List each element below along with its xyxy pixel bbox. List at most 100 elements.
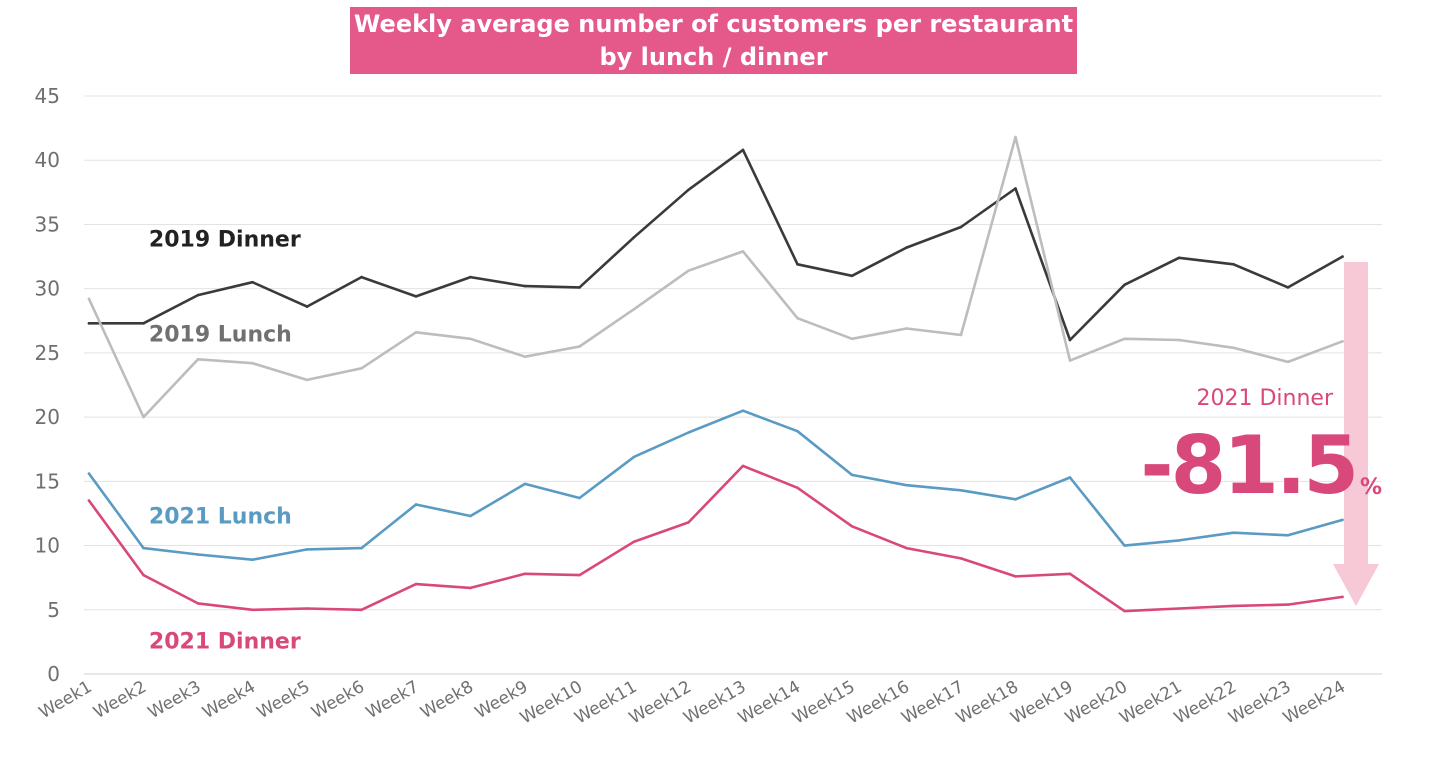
x-tick-label: Week20 [1062,677,1131,728]
data-point [142,573,145,577]
gridlines [84,95,1382,675]
data-point [687,188,690,192]
data-point [632,235,636,239]
data-point [1014,187,1017,190]
series-label: 2021 Lunch [149,505,292,530]
data-point [142,415,145,419]
series-labels: 2019 Dinner 2019 Lunch 2021 Lunch 2021 Dinn… [149,227,301,654]
y-tick-label: 5 [47,598,60,622]
data-point [632,540,636,544]
x-tick-label: Week17 [898,677,967,728]
data-point [469,275,472,279]
data-point [1177,256,1181,260]
data-point [87,472,91,475]
data-point [1286,360,1290,364]
data-point [850,274,854,278]
x-tick-label: Week16 [844,677,913,728]
data-point [850,337,854,341]
series-label: 2019 Lunch [149,322,292,347]
y-tick-label: 35 [35,212,60,236]
data-point [959,557,963,560]
data-point [578,286,581,289]
data-point [196,358,200,361]
x-tick-label: Week8 [417,677,477,723]
annotation-value: -81.5 [1140,419,1356,512]
data-point [523,355,527,359]
data-point [1123,337,1126,341]
data-point [251,558,254,561]
data-point [905,483,908,487]
x-tick-label: Week21 [1116,677,1185,728]
x-tick-label: Week14 [735,677,804,728]
data-point [1123,283,1126,287]
data-point [1286,533,1290,537]
data-point [796,486,799,490]
data-point [360,275,363,279]
series-2021-dinner [87,464,1344,613]
data-point [1286,603,1290,606]
data-point [1232,531,1235,535]
data-point [1232,262,1235,266]
x-tick-label: Week22 [1171,677,1240,728]
data-point [1014,135,1017,139]
data-point [414,295,418,298]
data-point [523,572,527,576]
annotation: 2021 Dinner -81.5% [1140,262,1382,606]
x-tick-label: Week5 [254,677,314,723]
data-point [414,331,418,334]
series-line [87,464,1344,613]
data-point [959,489,963,492]
data-point [251,280,254,284]
data-point [578,345,581,348]
data-point [1286,286,1290,289]
y-tick-label: 0 [47,662,60,686]
series-label: 2019 Dinner [149,227,301,252]
x-tick-label: Week18 [953,677,1022,728]
data-point [414,503,418,506]
annotation-unit: % [1360,475,1382,500]
data-point [196,553,200,556]
data-point [523,482,527,486]
x-tick-label: Week2 [90,677,150,723]
data-point [1341,340,1344,343]
x-tick-label: Week10 [517,677,586,728]
x-tick-label: Week7 [363,677,423,723]
data-point [251,361,254,365]
data-point [578,573,581,577]
data-point [796,429,799,433]
data-point [905,546,908,550]
data-point [1341,255,1344,258]
data-point [360,546,363,550]
data-point [741,464,745,468]
data-point [142,322,145,325]
y-tick-label: 30 [35,277,60,301]
data-point [741,409,745,412]
data-point [1014,575,1017,578]
data-point [142,546,145,550]
x-tick-label: Week12 [626,677,695,728]
x-tick-label: Week4 [199,677,259,723]
data-point [1068,476,1072,479]
annotation-arrow-shaft [1344,262,1368,566]
data-point [905,246,908,249]
data-point [1123,544,1126,547]
data-point [305,378,309,382]
data-point [687,269,690,272]
data-point [1341,595,1344,599]
series-line [87,135,1344,419]
data-point [469,337,472,341]
data-point [632,307,636,311]
data-point [796,316,799,320]
data-point [1341,518,1344,522]
y-tick-label: 40 [35,148,60,172]
data-point [196,602,200,605]
x-tick-label: Week13 [680,677,749,728]
data-point [360,608,363,612]
data-point [1068,572,1072,576]
annotation-label: 2021 Dinner [1196,386,1333,411]
data-point [1068,359,1072,362]
data-point [414,582,418,586]
series-2019-lunch [87,135,1344,419]
